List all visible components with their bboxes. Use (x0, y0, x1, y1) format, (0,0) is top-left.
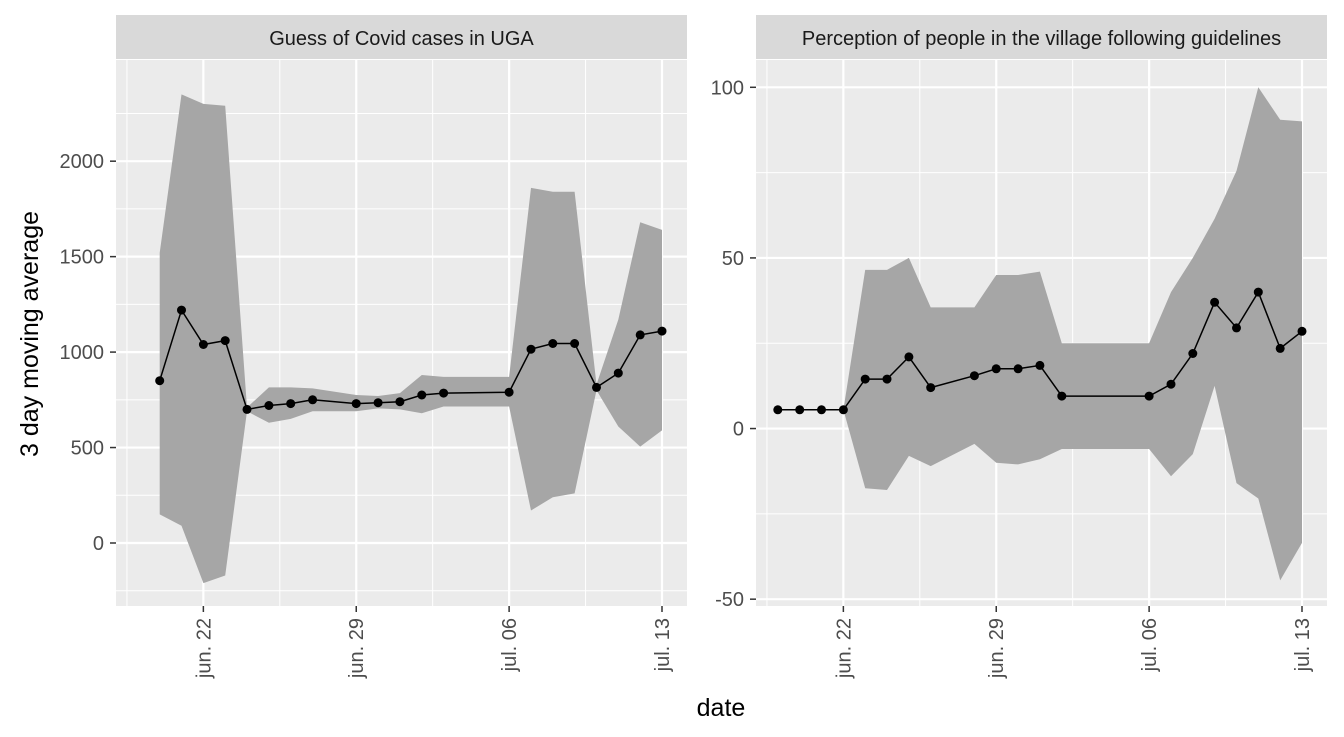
data-point (613, 368, 623, 378)
panel-title: Perception of people in the village foll… (802, 28, 1281, 50)
data-point (439, 388, 449, 398)
y-tick-label: 0 (733, 419, 744, 441)
data-point (177, 305, 186, 315)
y-axis: 0 500 1000 1500 2000 (60, 151, 116, 555)
y-tick-label: 100 (711, 77, 744, 99)
y-tick-label: -50 (715, 589, 744, 611)
panel-title: Guess of Covid cases in UGA (269, 28, 534, 50)
data-point (991, 364, 1001, 374)
y-tick-label: 1000 (60, 342, 105, 364)
data-point (1166, 379, 1176, 389)
data-point (198, 340, 208, 349)
series-points (773, 287, 1307, 415)
data-point (548, 339, 558, 348)
data-point (220, 336, 230, 346)
series-points (155, 305, 667, 414)
data-point (351, 399, 361, 409)
ribbon-area (777, 87, 1302, 581)
data-point (308, 395, 318, 405)
x-tick-label: jun. 29 (986, 618, 1008, 679)
data-point (1188, 349, 1198, 358)
y-tick-label: 0 (93, 533, 104, 555)
data-point (1210, 297, 1220, 307)
panel-strip (756, 15, 1327, 59)
data-point (1013, 364, 1023, 374)
data-point (969, 371, 979, 381)
y-tick-label: 2000 (60, 151, 105, 173)
data-point (526, 344, 536, 354)
data-point (1297, 326, 1307, 336)
data-point (504, 387, 514, 397)
data-point (417, 390, 427, 400)
x-axis: jun. 22 jun. 29 jul. 06 jul. 13 (193, 606, 674, 679)
confidence-ribbon (777, 87, 1302, 581)
data-point (286, 399, 296, 409)
data-point (926, 383, 936, 393)
data-point (373, 398, 383, 408)
data-point (773, 405, 783, 415)
y-axis: -50 0 50 100 (711, 77, 756, 611)
data-point (395, 397, 405, 407)
data-point (795, 405, 805, 415)
y-tick-label: 500 (71, 438, 104, 460)
panel-perception-guidelines: Perception of people in the village foll… (711, 15, 1327, 679)
gridlines (756, 60, 1327, 606)
x-axis-title: date (697, 694, 746, 722)
x-tick-label: jun. 22 (193, 618, 215, 679)
x-tick-label: jul. 13 (1292, 618, 1314, 672)
data-point (1144, 391, 1154, 401)
data-point (882, 374, 892, 384)
y-tick-label: 1500 (60, 247, 105, 269)
data-point (860, 374, 870, 384)
x-axis: jun. 22 jun. 29 jul. 06 jul. 13 (833, 606, 1314, 679)
data-point (1232, 323, 1241, 333)
data-point (242, 404, 252, 414)
x-tick-label: jul. 13 (652, 618, 674, 672)
x-tick-label: jun. 29 (346, 618, 368, 679)
data-point (838, 405, 848, 415)
data-point (657, 326, 667, 336)
x-tick-label: jun. 22 (833, 618, 855, 679)
y-tick-label: 50 (722, 248, 744, 270)
data-point (570, 339, 580, 348)
data-point (904, 352, 914, 362)
panel-guess-covid-cases: Guess of Covid cases in UGA 0 500 1000 1500… (60, 15, 687, 679)
ribbon-area (159, 94, 662, 584)
x-tick-label: jul. 06 (1139, 618, 1161, 672)
confidence-ribbon (159, 94, 662, 584)
data-point (592, 382, 601, 392)
data-point (635, 330, 645, 340)
data-point (1035, 360, 1045, 370)
data-point (264, 401, 274, 410)
y-axis-title: 3 day moving average (16, 211, 44, 457)
data-point (1253, 287, 1263, 297)
x-tick-label: jul. 06 (499, 618, 521, 672)
panel-strip (116, 15, 687, 59)
data-point (155, 376, 165, 386)
data-point (817, 405, 826, 415)
data-point (1275, 343, 1285, 353)
data-point (1057, 391, 1067, 401)
